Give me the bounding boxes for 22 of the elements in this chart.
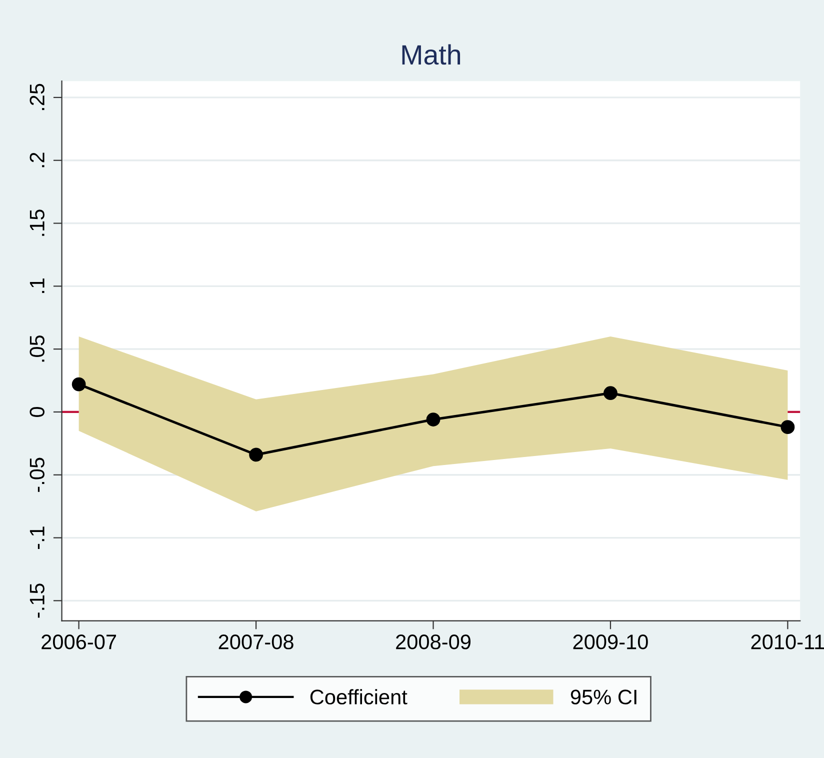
- legend-label: Coefficient: [310, 689, 408, 704]
- point: [426, 412, 440, 426]
- y-tick-label: .05: [30, 335, 44, 362]
- y-tick-label: -.1: [30, 526, 44, 549]
- y-tick-label: .25: [30, 84, 44, 110]
- point: [249, 448, 263, 462]
- point: [780, 420, 795, 434]
- x-tick-label: 2009-10: [573, 634, 648, 650]
- x-tick-label: 2008-09: [396, 634, 470, 650]
- x-tick-label: 2010-11: [751, 634, 824, 650]
- point: [72, 377, 86, 392]
- y-tick-label: 0: [30, 406, 44, 417]
- x-tick-label: 2007-08: [218, 634, 294, 650]
- text: 95% CI: [570, 690, 636, 704]
- y-tick-label: -.15: [30, 584, 44, 618]
- y-tick-label: -.05: [30, 458, 44, 492]
- chart-title: Math: [402, 44, 460, 65]
- y-tick-label: .1: [30, 278, 44, 293]
- point: [604, 386, 618, 400]
- x-tick-label: 2006-07: [42, 634, 116, 650]
- y-tick-label: .15: [30, 210, 44, 236]
- y-tick-label: .2: [30, 152, 44, 168]
